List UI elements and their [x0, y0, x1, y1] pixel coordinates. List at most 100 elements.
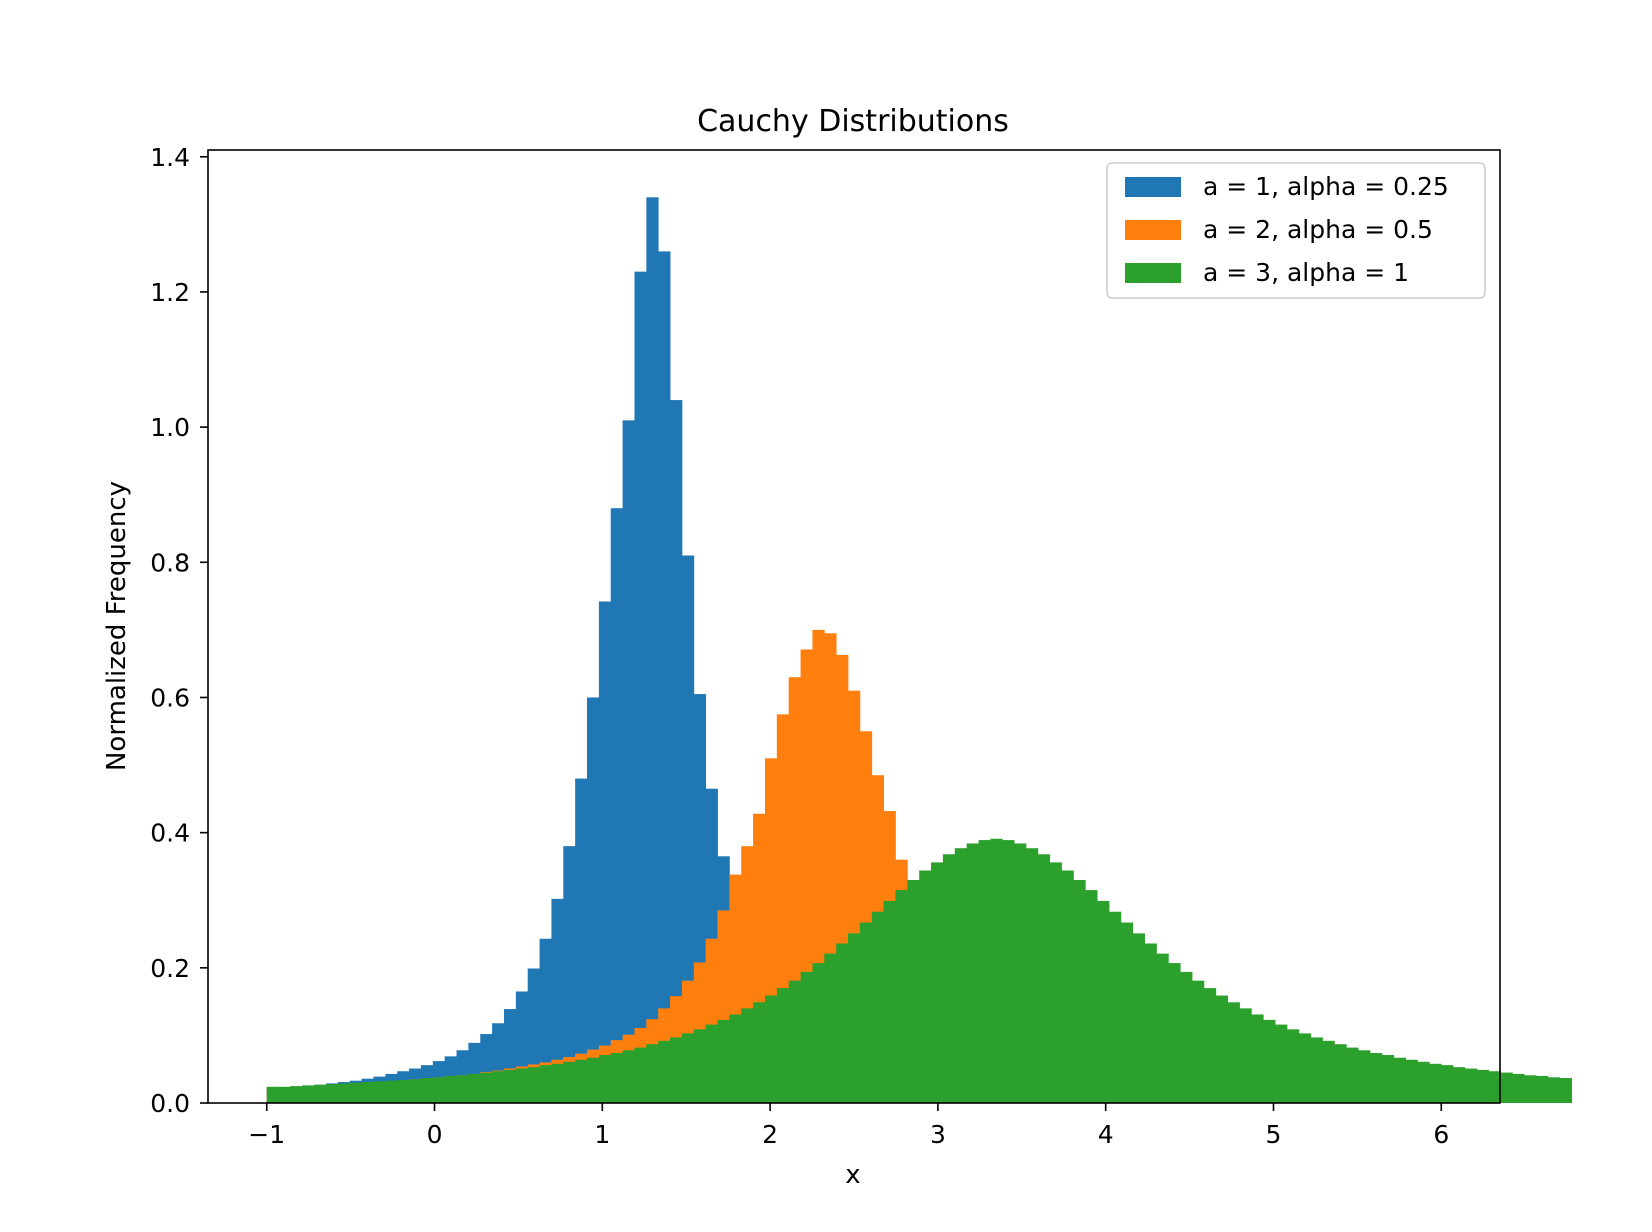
histogram-bar: [693, 1029, 707, 1103]
plot-frame: [207, 149, 1501, 1104]
histogram-bar: [836, 943, 849, 1103]
x-tick-label: 5: [1266, 1120, 1282, 1149]
histogram-bar: [646, 197, 659, 1103]
histogram-bar: [658, 1040, 671, 1103]
series-3-bars: [266, 838, 1573, 1103]
histogram-bar: [753, 1002, 766, 1103]
x-tick-label: 0: [427, 1120, 443, 1149]
histogram-bar: [942, 854, 956, 1103]
histogram-bar: [1227, 1002, 1240, 1103]
histogram-bar: [741, 1008, 754, 1103]
histogram-bar: [1263, 1019, 1276, 1103]
histogram-bar: [1251, 1014, 1264, 1103]
histogram-bar: [563, 1061, 576, 1103]
histogram-bar: [1488, 1071, 1501, 1103]
histogram-bar: [492, 1071, 505, 1103]
histogram-bar: [1322, 1040, 1335, 1103]
histogram-bar: [444, 1075, 457, 1103]
histogram-bar: [610, 1052, 624, 1103]
histogram-bar: [503, 1069, 517, 1103]
histogram-bar: [432, 1077, 446, 1103]
histogram-bar: [610, 508, 624, 1104]
histogram-bar: [634, 271, 647, 1103]
histogram-bar: [1405, 1059, 1418, 1103]
histogram-bar: [1369, 1052, 1383, 1103]
histogram-bar: [397, 1080, 410, 1103]
histogram-bar: [539, 1065, 552, 1103]
histogram-bar: [1192, 980, 1205, 1103]
histogram-bar: [1120, 922, 1134, 1103]
histogram-bar: [1061, 870, 1074, 1103]
histogram-bar: [1559, 1077, 1573, 1103]
histogram-bar: [848, 933, 861, 1103]
histogram-bar: [776, 988, 790, 1103]
histogram-bar: [551, 898, 564, 1103]
legend-label: a = 3, alpha = 1: [1203, 258, 1409, 287]
y-axis: 0.0 0.2 0.4 0.6 0.8 1.0 1.2 1.4: [150, 143, 208, 1118]
y-tick-label: 1.2: [150, 278, 190, 307]
histogram-bar: [966, 843, 979, 1103]
histogram-bar: [919, 870, 932, 1103]
histogram-bar: [729, 1014, 742, 1103]
histogram-bar: [1476, 1069, 1489, 1103]
histogram-bar: [1215, 995, 1229, 1103]
x-tick-label: 6: [1433, 1120, 1449, 1149]
histogram-bar: [337, 1083, 351, 1103]
histogram-bar: [480, 1072, 493, 1103]
histogram-bars: [266, 197, 1573, 1104]
histogram-bar: [1049, 862, 1062, 1103]
histogram-bar: [646, 1044, 659, 1103]
histogram-bar: [1108, 911, 1122, 1103]
histogram-bar: [978, 840, 991, 1103]
histogram-bar: [598, 601, 612, 1103]
histogram-bar: [361, 1082, 374, 1103]
histogram-bar: [954, 848, 968, 1103]
histogram-bar: [1547, 1077, 1561, 1103]
histogram-bar: [551, 1063, 564, 1103]
y-tick-label: 0.8: [150, 548, 190, 577]
histogram-bar: [1097, 900, 1110, 1103]
histogram-bar: [420, 1077, 434, 1103]
y-axis-label: Normalized Frequency: [102, 481, 132, 771]
histogram-bar: [1144, 943, 1157, 1103]
histogram-bar: [1453, 1067, 1466, 1103]
histogram-bar: [456, 1075, 469, 1103]
histogram-bar: [907, 879, 920, 1103]
histogram-bar: [1239, 1008, 1252, 1103]
histogram-bar: [1310, 1037, 1323, 1103]
histogram-bar: [1168, 963, 1181, 1103]
histogram-bar: [788, 980, 801, 1103]
histogram-bar: [587, 1057, 600, 1103]
histogram-bar: [349, 1082, 363, 1103]
histogram-bar: [883, 900, 896, 1103]
histogram-bar: [1025, 848, 1039, 1103]
x-tick-label: 4: [1098, 1120, 1114, 1149]
histogram-bar: [1334, 1044, 1347, 1103]
legend: a = 1, alpha = 0.25 a = 2, alpha = 0.5 a =…: [1106, 162, 1486, 299]
x-tick-label: 2: [762, 1120, 778, 1149]
histogram-bar: [1429, 1063, 1442, 1103]
histogram-bar: [575, 1059, 588, 1103]
histogram-bar: [634, 1047, 647, 1103]
histogram-bar: [1393, 1057, 1406, 1103]
histogram-bar: [409, 1079, 422, 1103]
legend-label: a = 1, alpha = 0.25: [1203, 172, 1449, 201]
legend-box: [1106, 162, 1486, 299]
histogram-bar: [1156, 953, 1169, 1103]
histogram-bar: [859, 922, 873, 1103]
histogram-bar: [515, 1068, 529, 1103]
histogram-bar: [1381, 1055, 1395, 1103]
chart-title: Cauchy Distributions: [697, 104, 1009, 139]
histogram-bar: [1002, 840, 1015, 1103]
histogram-bar: [1203, 988, 1217, 1103]
histogram-bar: [1512, 1073, 1525, 1103]
histogram-bar: [1358, 1050, 1371, 1103]
histogram-bar: [527, 1067, 540, 1103]
histogram-bar: [1037, 854, 1051, 1103]
y-tick-label: 0.4: [150, 819, 190, 848]
legend-swatch: [1125, 177, 1181, 197]
histogram-bar: [385, 1080, 398, 1103]
histogram-bar: [824, 953, 837, 1103]
histogram-bar: [1346, 1047, 1359, 1103]
